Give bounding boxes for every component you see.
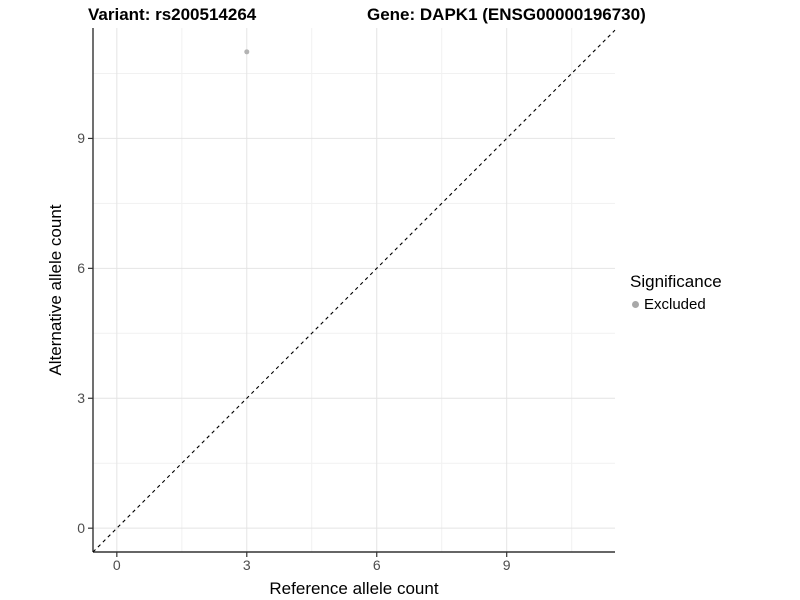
x-tick-label: 3 [242, 557, 251, 573]
data-point [244, 49, 250, 55]
legend-item-excluded: Excluded [630, 295, 722, 314]
y-tick-label: 9 [77, 130, 85, 147]
legend-title: Significance [630, 272, 722, 291]
x-tick-label: 0 [112, 557, 121, 573]
y-tick-label: 6 [77, 260, 85, 277]
plot-title-variant: Variant: rs200514264 [88, 5, 257, 24]
y-axis-title: Alternative allele count [46, 204, 65, 376]
y-tick-label: 0 [77, 520, 85, 537]
x-tick-label: 6 [372, 557, 381, 573]
x-tick-label: 9 [502, 557, 511, 573]
legend-item-label: Excluded [644, 296, 706, 313]
legend: Significance Excluded [630, 271, 722, 314]
identity-reference-line [92, 29, 616, 553]
legend-point-icon [632, 301, 639, 308]
plot-title-gene: Gene: DAPK1 (ENSG00000196730) [367, 5, 646, 24]
y-tick-label: 3 [77, 390, 85, 407]
x-axis-title: Reference allele count [269, 579, 439, 598]
